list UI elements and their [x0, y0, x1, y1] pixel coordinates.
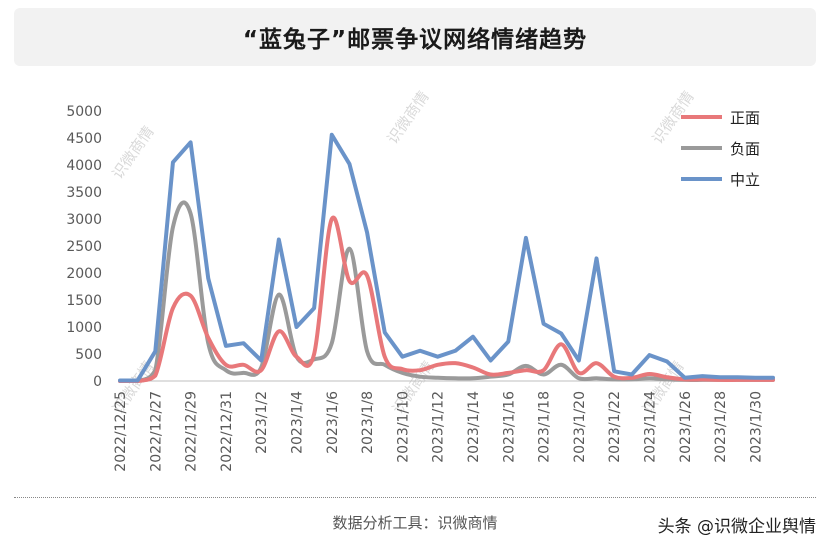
x-tick-label: 2023/1/8	[360, 391, 376, 454]
chart-title-bar: “蓝兔子”邮票争议网络情绪趋势	[14, 8, 816, 66]
x-tick-label: 2023/1/30	[748, 391, 764, 463]
y-tick-label: 5000	[66, 104, 102, 120]
chart-title: “蓝兔子”邮票争议网络情绪趋势	[242, 27, 588, 53]
series-lines	[118, 132, 775, 383]
x-tick-label: 2023/1/2	[254, 391, 270, 454]
x-tick-label: 2022/12/25	[113, 391, 129, 472]
y-tick-label: 500	[75, 347, 102, 363]
y-tick-label: 2500	[66, 239, 102, 255]
x-axis: 2022/12/25 2022/12/27 2022/12/29 2022/12/31…	[113, 380, 773, 472]
x-tick-label: 2023/1/4	[289, 391, 305, 454]
x-tick-label: 2023/1/12	[431, 391, 447, 463]
legend-label: 负面	[730, 140, 760, 158]
footer-credit: 头条 @识微企业舆情	[657, 517, 816, 537]
y-tick-label: 2000	[66, 266, 102, 282]
watermark-text: 识微商情	[109, 123, 158, 182]
x-tick-label: 2023/1/6	[325, 391, 341, 454]
x-tick-label: 2023/1/16	[501, 391, 517, 463]
x-tick-label: 2023/1/18	[537, 391, 553, 463]
x-tick-label: 2022/12/31	[219, 391, 235, 472]
series-line-negative	[118, 200, 775, 383]
y-tick-label: 4000	[66, 158, 102, 174]
x-tick-label: 2023/1/28	[713, 391, 729, 463]
x-tick-label: 2022/12/27	[148, 391, 164, 472]
x-tick-label: 2023/1/24	[642, 391, 658, 463]
footer-divider	[14, 497, 816, 498]
x-tick-label: 2023/1/26	[678, 391, 694, 463]
watermark-text: 识微商情	[384, 88, 433, 147]
x-tick-label: 2023/1/20	[572, 391, 588, 463]
y-tick-label: 3000	[66, 212, 102, 228]
series-line-neutral	[118, 132, 775, 383]
series-line-positive	[118, 215, 775, 383]
x-tick-label: 2022/12/29	[184, 391, 200, 472]
legend-label: 正面	[730, 109, 760, 127]
y-tick-label: 4500	[66, 131, 102, 147]
y-axis: 0 500 1000 1500 2000 2500 3000 3500 4000 4500 5000	[66, 104, 102, 390]
y-tick-label: 3500	[66, 185, 102, 201]
footer-tool-text: 数据分析工具：识微商情	[332, 514, 498, 532]
legend-label: 中立	[730, 171, 760, 189]
y-tick-label: 1000	[66, 320, 102, 336]
y-tick-label: 1500	[66, 293, 102, 309]
x-tick-label: 2023/1/14	[466, 391, 482, 463]
x-tick-label: 2023/1/10	[395, 391, 411, 463]
y-tick-label: 0	[93, 374, 102, 390]
x-tick-label: 2023/1/22	[607, 391, 623, 463]
